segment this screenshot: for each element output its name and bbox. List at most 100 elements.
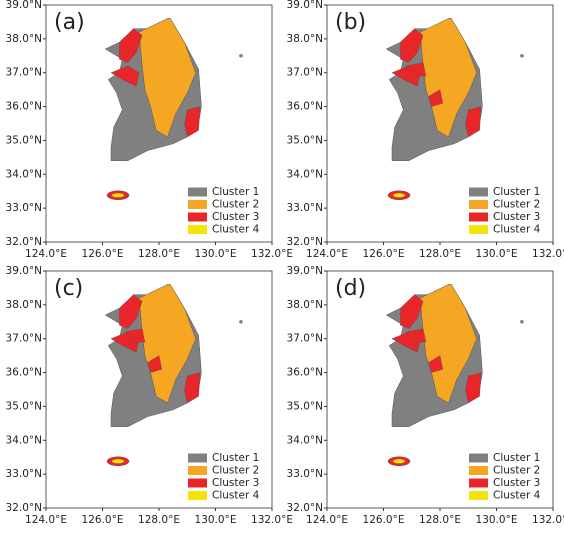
legend-label: Cluster 3 — [212, 211, 259, 223]
lat-tick-label: 37.0°N — [287, 67, 323, 79]
island — [393, 193, 406, 198]
lon-tick-label: 132.0°E — [532, 248, 564, 260]
lat-tick-label: 32.0°N — [287, 236, 323, 248]
legend-label: Cluster 4 — [212, 224, 260, 236]
lat-tick-label: 35.0°N — [287, 134, 323, 146]
region — [124, 328, 146, 343]
region — [400, 294, 424, 329]
panel-label: (d) — [335, 276, 366, 301]
lon-tick-label: 132.0°E — [251, 248, 293, 260]
region — [405, 62, 427, 77]
region — [428, 89, 444, 107]
legend-label: Cluster 3 — [493, 477, 540, 489]
legend-label: Cluster 4 — [212, 490, 260, 502]
lat-tick-label: 33.0°N — [287, 202, 323, 214]
legend-swatch — [469, 225, 488, 234]
region — [419, 18, 477, 138]
lon-tick-label: 124.0°E — [306, 514, 348, 526]
lat-tick-label: 38.0°N — [287, 33, 323, 45]
lat-tick-label: 33.0°N — [287, 468, 323, 480]
lat-tick-label: 38.0°N — [6, 299, 42, 311]
legend-label: Cluster 4 — [493, 490, 541, 502]
lat-tick-label: 38.0°N — [287, 299, 323, 311]
legend-swatch — [469, 453, 488, 463]
lat-tick-label: 34.0°N — [287, 434, 323, 446]
legend-label: Cluster 1 — [493, 186, 540, 198]
lon-tick-label: 124.0°E — [25, 514, 67, 526]
legend-swatch — [188, 225, 207, 234]
region — [400, 28, 424, 63]
lat-tick-label: 36.0°N — [287, 367, 323, 379]
island — [393, 459, 406, 464]
region — [419, 284, 477, 404]
legend-label: Cluster 1 — [493, 452, 540, 464]
legend-label: Cluster 3 — [212, 477, 259, 489]
island — [112, 459, 125, 464]
lat-tick-label: 34.0°N — [287, 168, 323, 180]
panel-label: (a) — [54, 10, 85, 35]
lat-tick-label: 37.0°N — [287, 333, 323, 345]
legend-label: Cluster 2 — [493, 199, 540, 211]
lat-tick-label: 36.0°N — [6, 101, 42, 113]
legend-swatch — [469, 187, 488, 197]
lon-tick-label: 132.0°E — [251, 514, 293, 526]
lon-tick-label: 126.0°E — [82, 248, 124, 260]
region — [184, 372, 201, 404]
lat-tick-label: 35.0°N — [6, 400, 42, 412]
lon-tick-label: 126.0°E — [363, 514, 405, 526]
lon-tick-label: 130.0°E — [195, 514, 237, 526]
lat-tick-label: 35.0°N — [287, 400, 323, 412]
legend-label: Cluster 2 — [212, 465, 259, 477]
region — [405, 328, 427, 343]
lat-tick-label: 32.0°N — [6, 502, 42, 514]
lon-tick-label: 130.0°E — [476, 514, 518, 526]
region — [110, 65, 140, 87]
region — [184, 106, 201, 138]
region — [465, 106, 482, 138]
lat-tick-label: 37.0°N — [6, 333, 42, 345]
region — [465, 372, 482, 404]
lat-tick-label: 35.0°N — [6, 134, 42, 146]
region — [428, 355, 444, 373]
legend-swatch — [188, 478, 207, 488]
legend-swatch — [188, 200, 207, 209]
region — [138, 284, 196, 404]
lat-tick-label: 39.0°N — [6, 0, 42, 11]
lon-tick-label: 128.0°E — [138, 514, 180, 526]
legend-swatch — [188, 466, 207, 475]
island — [239, 53, 243, 58]
lat-tick-label: 39.0°N — [287, 0, 323, 11]
island — [112, 193, 125, 198]
legend-label: Cluster 3 — [493, 211, 540, 223]
legend-label: Cluster 2 — [212, 199, 259, 211]
lat-tick-label: 32.0°N — [6, 236, 42, 248]
legend-label: Cluster 1 — [212, 452, 259, 464]
legend-swatch — [469, 491, 488, 500]
lon-tick-label: 128.0°E — [138, 248, 180, 260]
lon-tick-label: 128.0°E — [419, 514, 461, 526]
lon-tick-label: 132.0°E — [532, 514, 564, 526]
island — [239, 319, 243, 324]
island — [520, 319, 524, 324]
lon-tick-label: 126.0°E — [363, 248, 405, 260]
lon-tick-label: 126.0°E — [82, 514, 124, 526]
lat-tick-label: 34.0°N — [6, 168, 42, 180]
lon-tick-label: 124.0°E — [25, 248, 67, 260]
lat-tick-label: 37.0°N — [6, 67, 42, 79]
legend-swatch — [188, 453, 207, 463]
lat-tick-label: 33.0°N — [6, 202, 42, 214]
legend-swatch — [188, 491, 207, 500]
lat-tick-label: 34.0°N — [6, 434, 42, 446]
lon-tick-label: 130.0°E — [195, 248, 237, 260]
lat-tick-label: 36.0°N — [287, 101, 323, 113]
lon-tick-label: 124.0°E — [306, 248, 348, 260]
legend-label: Cluster 2 — [493, 465, 540, 477]
legend-label: Cluster 1 — [212, 186, 259, 198]
island — [520, 53, 524, 58]
lat-tick-label: 39.0°N — [287, 265, 323, 277]
